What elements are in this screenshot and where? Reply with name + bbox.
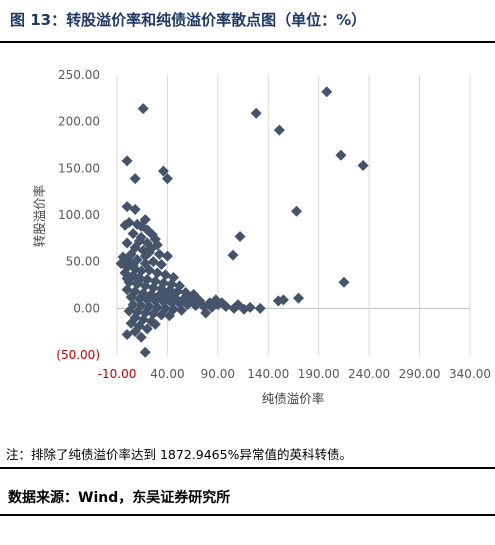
data-point: [250, 107, 262, 119]
x-tick-label: 190.00: [298, 367, 340, 381]
footnote: 注：排除了纯债溢价率达到 1872.9465%异常值的英科转债。: [6, 447, 352, 462]
data-point: [149, 318, 161, 330]
x-tick-label: 290.00: [399, 367, 441, 381]
x-tick-label: 140.00: [247, 367, 289, 381]
x-tick-label: 40.00: [150, 367, 184, 381]
data-point: [244, 301, 256, 313]
data-point: [139, 280, 151, 292]
x-tick-label: 90.00: [201, 367, 235, 381]
data-point: [129, 203, 141, 215]
data-point: [135, 231, 147, 243]
data-point: [123, 216, 135, 228]
y-tick-label: 100.00: [58, 208, 100, 222]
y-tick-label: 0.00: [73, 301, 100, 315]
y-tick-label: 50.00: [66, 255, 100, 269]
data-point: [153, 248, 165, 260]
data-point: [165, 286, 177, 298]
data-point: [157, 165, 169, 177]
data-point: [121, 237, 133, 249]
data-point: [234, 230, 246, 242]
data-point: [127, 270, 139, 282]
data-point: [157, 287, 169, 299]
data-point: [200, 307, 212, 319]
y-axis-label: 转股溢价率: [32, 185, 47, 248]
data-point: [121, 272, 133, 284]
y-tick-label: 150.00: [58, 161, 100, 175]
middle-rule: [0, 467, 495, 469]
data-point: [121, 284, 133, 296]
x-tick-label: 240.00: [348, 367, 390, 381]
bottom-rule: [0, 514, 495, 516]
data-point: [192, 293, 204, 305]
y-tick-label: (50.00): [56, 348, 100, 362]
data-point: [147, 256, 159, 268]
data-point: [321, 86, 333, 98]
data-point: [293, 292, 305, 304]
data-point: [139, 346, 151, 358]
data-point: [129, 326, 141, 338]
x-tick-labels: -10.00 40.00 90.00 140.00 190.00 240.00 290.00…: [98, 367, 491, 381]
y-tick-label: 250.00: [58, 68, 100, 82]
figure-title: 图 13：转股溢价率和纯债溢价率散点图（单位：%）: [10, 11, 367, 29]
data-point: [216, 297, 228, 309]
data-point: [163, 310, 175, 322]
data-point: [151, 267, 163, 279]
data-point: [135, 331, 147, 343]
data-point: [338, 276, 350, 288]
x-tick-label: 340.00: [449, 367, 491, 381]
data-point: [155, 258, 167, 270]
source-line: 数据来源：Wind，东吴证券研究所: [8, 490, 231, 506]
y-tick-labels: 250.00 200.00 150.00 100.00 50.00 0.00 (50.00): [56, 68, 100, 362]
data-point: [273, 124, 285, 136]
data-point: [291, 205, 303, 217]
data-points: [115, 86, 369, 358]
data-point: [151, 293, 163, 305]
data-point: [125, 248, 137, 260]
data-point: [227, 249, 239, 261]
x-axis-label: 纯债溢价率: [262, 391, 325, 406]
data-point: [155, 309, 167, 321]
data-point: [184, 291, 196, 303]
data-point: [176, 304, 188, 316]
data-point: [174, 280, 186, 292]
data-point: [161, 250, 173, 262]
data-point: [141, 323, 153, 335]
x-tick-label: -10.00: [98, 367, 137, 381]
data-point: [139, 250, 151, 262]
scatter-chart: 250.00 200.00 150.00 100.00 50.00 0.00 (50.00)…: [32, 68, 491, 406]
data-point: [127, 259, 139, 271]
data-point: [357, 160, 369, 172]
data-point: [115, 258, 127, 270]
y-tick-label: 200.00: [58, 115, 100, 129]
data-point: [161, 173, 173, 185]
top-rule: [0, 41, 495, 43]
grid-lines: [116, 75, 471, 355]
data-point: [123, 305, 135, 317]
data-point: [169, 292, 181, 304]
data-point: [129, 173, 141, 185]
data-point: [127, 228, 139, 240]
data-point: [277, 294, 289, 306]
data-point: [121, 155, 133, 167]
data-point: [254, 302, 266, 314]
data-point: [123, 256, 135, 268]
data-point: [141, 237, 153, 249]
data-point: [137, 103, 149, 115]
data-point: [335, 149, 347, 161]
data-point: [133, 274, 145, 286]
data-point: [180, 286, 192, 298]
